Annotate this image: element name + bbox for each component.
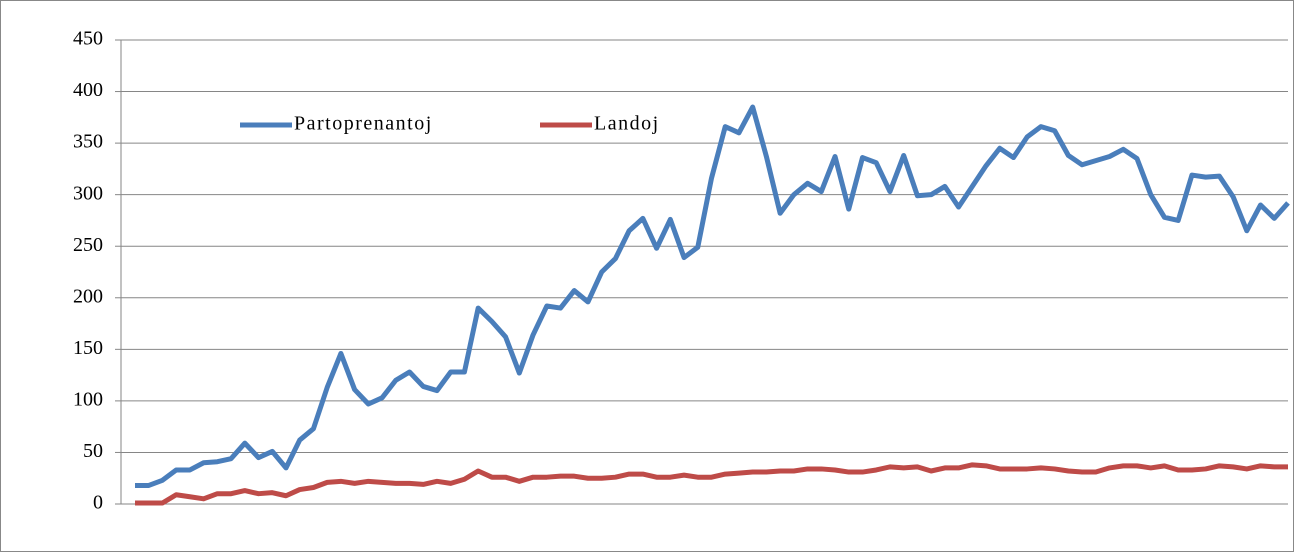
- legend-label: Partoprenantoj: [294, 113, 433, 135]
- y-tick-label: 200: [73, 285, 103, 307]
- y-tick-label: 300: [73, 182, 103, 204]
- series-line: [135, 104, 1290, 488]
- legend-label: Landoj: [594, 113, 660, 135]
- y-tick-label: 450: [73, 28, 103, 50]
- y-tick-label: 150: [73, 337, 103, 359]
- y-tick-label: 50: [83, 440, 103, 462]
- series-line: [135, 462, 1288, 506]
- y-tick-label: 100: [73, 388, 103, 410]
- y-tick-label: 250: [73, 234, 103, 256]
- y-tick-label: 350: [73, 131, 103, 153]
- y-tick-label: 400: [73, 79, 103, 101]
- y-tick-label: 0: [93, 492, 103, 514]
